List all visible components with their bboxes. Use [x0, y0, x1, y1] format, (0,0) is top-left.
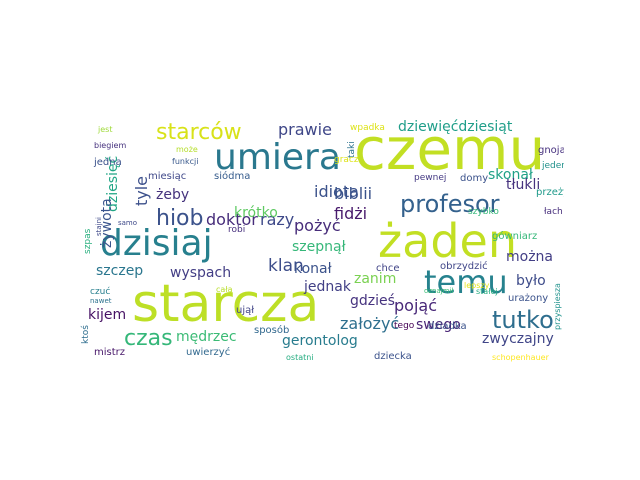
word: oznajmił	[424, 287, 454, 295]
word: może	[176, 145, 198, 154]
word: schopenhauer	[492, 353, 549, 362]
word: szpas	[83, 228, 93, 254]
word: jedna	[94, 157, 122, 168]
word: fidżi	[334, 204, 368, 223]
word: skonał	[488, 167, 533, 183]
word: starcza	[132, 274, 320, 334]
word: czuć	[90, 287, 111, 297]
word: lepszy	[464, 281, 490, 290]
word: pewnej	[414, 173, 447, 183]
word: tutko	[492, 306, 554, 334]
word: stajni	[95, 216, 103, 236]
word: jeden	[542, 161, 564, 171]
word-cloud: czemu żaden starcza umiera dzisiaj temu …	[78, 108, 564, 366]
word: mistrz	[94, 347, 126, 358]
word: szybko	[468, 207, 499, 217]
word: czemu	[354, 115, 546, 183]
word: pojąć	[394, 296, 437, 315]
word: zwyczajny	[482, 331, 554, 347]
word: jednak	[304, 279, 351, 295]
word: przyspiesza	[553, 283, 562, 330]
word: gerontolog	[282, 333, 358, 349]
word: konał	[294, 261, 332, 277]
word: hiob	[156, 206, 204, 231]
word: doktor	[206, 210, 258, 229]
word: biegiem	[94, 141, 127, 150]
word: biblii	[334, 184, 373, 203]
word: idiota	[314, 182, 359, 201]
word: szczep	[96, 263, 144, 279]
word: funkcji	[172, 157, 199, 166]
word: chce	[376, 263, 400, 274]
word: stałej	[476, 287, 498, 296]
word: swego	[416, 317, 461, 333]
word: robi	[228, 225, 246, 235]
word: ostatni	[286, 353, 314, 362]
word: pożyć	[294, 216, 341, 235]
word: obrzydzić	[440, 261, 488, 272]
word: dziadka	[428, 321, 467, 332]
word: gdzieś	[350, 293, 395, 309]
word: zanim	[354, 271, 397, 287]
word: cała	[216, 285, 233, 294]
word: szepnął	[292, 239, 346, 255]
word: uwierzyć	[186, 347, 231, 358]
word: mędrzec	[176, 329, 237, 345]
word: można	[506, 249, 554, 265]
word: sposób	[254, 325, 290, 336]
word: żaden	[378, 214, 517, 268]
word: żeby	[156, 187, 190, 203]
word: gówniarz	[492, 231, 538, 242]
word: kijem	[88, 307, 127, 323]
word: łach	[544, 207, 563, 217]
word: było	[516, 273, 546, 289]
word: urażony	[508, 293, 549, 304]
word: założyć	[340, 314, 400, 333]
word: temu	[424, 263, 508, 301]
word: klan	[268, 256, 304, 276]
word: ujął	[236, 305, 255, 316]
word: dzisiaj	[100, 223, 213, 264]
word: gnoja	[538, 145, 564, 156]
word: gracz	[334, 155, 359, 165]
word: dziecka	[374, 351, 412, 362]
word: samo	[118, 219, 138, 227]
word: wpadka	[350, 123, 385, 133]
word: jest	[98, 125, 113, 134]
word: profesor	[400, 190, 500, 218]
word: siódma	[214, 171, 251, 182]
word: umiera	[214, 137, 341, 178]
word: razy	[260, 210, 295, 229]
word: krótko	[234, 205, 278, 221]
word: domy	[460, 173, 489, 184]
word: dziewięćdziesiąt	[398, 119, 513, 135]
word: nawet	[90, 297, 112, 305]
word: przeżył	[536, 187, 564, 198]
word: prawie	[278, 120, 332, 139]
word: starców	[156, 120, 242, 145]
word: miesiąc	[148, 171, 187, 182]
word: tego	[394, 321, 415, 331]
word: tłukli	[506, 177, 541, 193]
word: czas	[124, 326, 173, 351]
word: wyspach	[170, 265, 232, 281]
word: ktoś	[81, 325, 91, 344]
